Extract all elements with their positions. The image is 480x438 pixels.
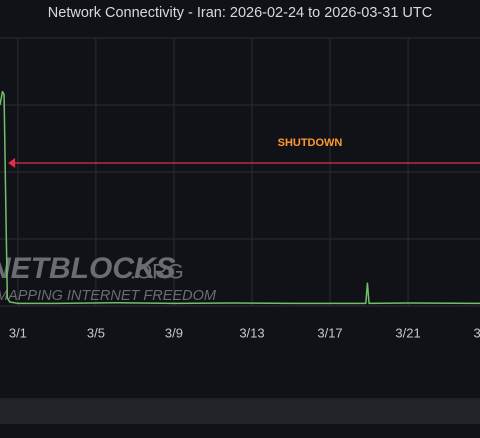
x-tick-label: 3/1 [9, 325, 27, 340]
watermark-tagline: MAPPING INTERNET FREEDOM [0, 288, 217, 304]
x-tick-label: 3/17 [317, 325, 342, 340]
x-tick-label: 3/5 [87, 325, 105, 340]
watermark-domain: .ORG [130, 261, 184, 284]
x-tick-label: 3/9 [165, 325, 183, 340]
watermark-brand: NETBLOCKS [0, 252, 176, 285]
footer-band [0, 398, 480, 424]
annotation-label: SHUTDOWN [278, 137, 343, 149]
chart-title: Network Connectivity - Iran: 2026-02-24 … [48, 5, 432, 21]
annotation-arrowhead [8, 158, 16, 168]
x-tick-label: 3/21 [395, 325, 420, 340]
series-line [0, 90, 480, 305]
x-tick-label: 3/13 [239, 325, 264, 340]
x-tick-label: 3/25 [473, 325, 480, 340]
